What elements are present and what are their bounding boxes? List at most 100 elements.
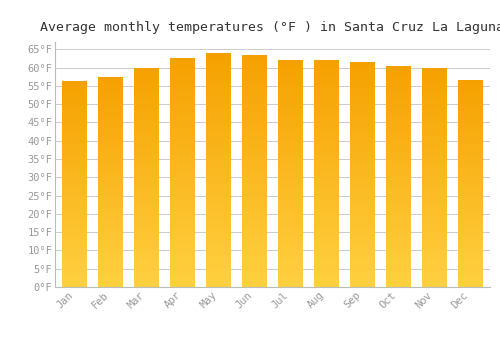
Bar: [350, 172, 375, 175]
Bar: [422, 139, 447, 142]
Bar: [134, 260, 160, 262]
Bar: [314, 156, 339, 159]
Bar: [62, 150, 88, 153]
Bar: [98, 82, 124, 85]
Bar: [314, 233, 339, 236]
Bar: [314, 174, 339, 176]
Bar: [422, 260, 447, 262]
Bar: [314, 225, 339, 228]
Bar: [350, 88, 375, 90]
Bar: [98, 284, 124, 287]
Bar: [350, 161, 375, 163]
Bar: [314, 244, 339, 247]
Bar: [278, 139, 303, 142]
Bar: [98, 142, 124, 145]
Bar: [278, 253, 303, 256]
Bar: [278, 267, 303, 270]
Bar: [314, 176, 339, 179]
Bar: [170, 158, 195, 161]
Bar: [422, 164, 447, 167]
Bar: [458, 253, 483, 256]
Bar: [134, 158, 160, 161]
Bar: [314, 114, 339, 117]
Bar: [206, 240, 231, 243]
Bar: [314, 279, 339, 281]
Bar: [62, 140, 88, 143]
Bar: [98, 195, 124, 198]
Bar: [422, 167, 447, 169]
Bar: [242, 121, 267, 125]
Bar: [206, 196, 231, 200]
Bar: [314, 250, 339, 253]
Bar: [206, 194, 231, 196]
Bar: [422, 183, 447, 186]
Bar: [422, 134, 447, 136]
Bar: [62, 205, 88, 207]
Bar: [422, 123, 447, 125]
Bar: [134, 194, 160, 196]
Bar: [134, 202, 160, 205]
Bar: [422, 98, 447, 101]
Bar: [170, 130, 195, 132]
Bar: [386, 196, 411, 198]
Bar: [98, 132, 124, 134]
Bar: [206, 89, 231, 91]
Bar: [458, 176, 483, 178]
Bar: [386, 273, 411, 276]
Bar: [386, 146, 411, 149]
Title: Average monthly temperatures (°F ) in Santa Cruz La Laguna: Average monthly temperatures (°F ) in Sa…: [40, 21, 500, 34]
Bar: [170, 167, 195, 169]
Bar: [422, 125, 447, 128]
Bar: [422, 145, 447, 147]
Bar: [134, 147, 160, 150]
Bar: [134, 122, 160, 125]
Bar: [242, 255, 267, 258]
Bar: [98, 245, 124, 247]
Bar: [62, 269, 88, 272]
Bar: [206, 59, 231, 62]
Bar: [98, 166, 124, 169]
Bar: [422, 218, 447, 221]
Bar: [350, 279, 375, 281]
Bar: [62, 279, 88, 282]
Bar: [314, 134, 339, 136]
Bar: [170, 121, 195, 124]
Bar: [314, 60, 339, 63]
Bar: [458, 219, 483, 222]
Bar: [170, 181, 195, 184]
Bar: [170, 184, 195, 187]
Bar: [350, 194, 375, 197]
Bar: [170, 155, 195, 158]
Bar: [278, 120, 303, 122]
Bar: [206, 85, 231, 89]
Bar: [206, 255, 231, 258]
Bar: [242, 238, 267, 240]
Bar: [350, 65, 375, 68]
Bar: [134, 257, 160, 260]
Bar: [170, 218, 195, 221]
Bar: [386, 124, 411, 127]
Bar: [62, 94, 88, 97]
Bar: [62, 81, 88, 84]
Bar: [278, 60, 303, 63]
Bar: [242, 72, 267, 75]
Bar: [350, 85, 375, 88]
Bar: [242, 235, 267, 238]
Bar: [134, 238, 160, 240]
Bar: [314, 270, 339, 273]
Bar: [206, 83, 231, 85]
Bar: [278, 85, 303, 88]
Bar: [278, 65, 303, 69]
Bar: [314, 261, 339, 264]
Bar: [278, 159, 303, 162]
Bar: [278, 63, 303, 65]
Bar: [458, 158, 483, 160]
Bar: [134, 186, 160, 188]
Bar: [386, 248, 411, 251]
Bar: [170, 58, 195, 61]
Bar: [350, 219, 375, 222]
Bar: [170, 141, 195, 144]
Bar: [278, 156, 303, 159]
Bar: [98, 100, 124, 103]
Bar: [134, 276, 160, 279]
